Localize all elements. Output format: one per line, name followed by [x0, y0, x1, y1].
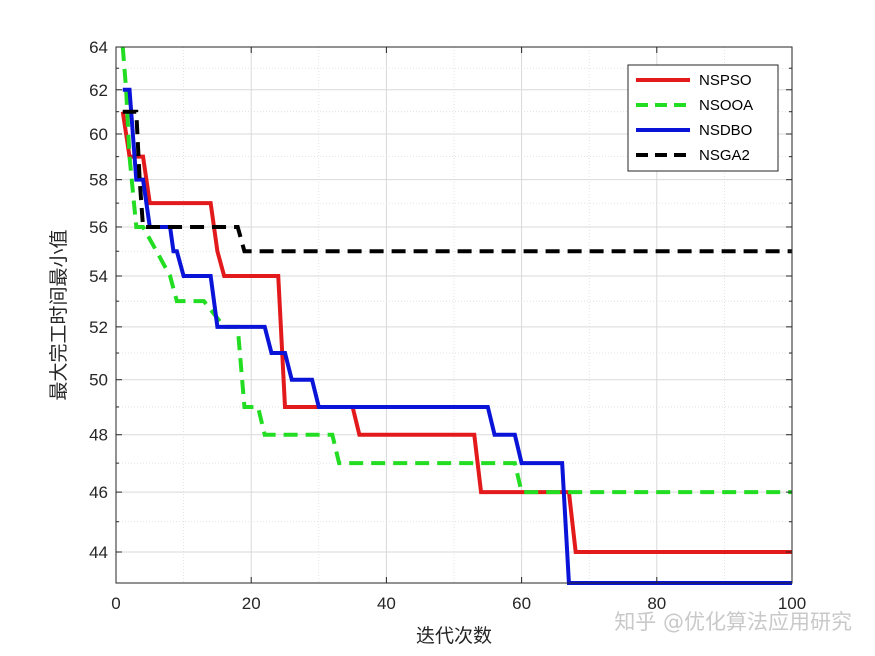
legend-label-nsdbo: NSDBO [699, 122, 752, 139]
y-tick-label: 50 [89, 371, 108, 390]
legend-label-nspso: NSPSO [699, 72, 752, 89]
legend-box [627, 64, 779, 172]
legend-label-nsooa: NSOOA [699, 97, 753, 114]
y-tick-label: 54 [89, 267, 108, 286]
x-tick-label: 0 [111, 594, 120, 613]
tick-marks [115, 46, 793, 584]
legend: NSPSO NSOOA NSDBO NSGA2 [627, 64, 779, 172]
y-tick-label: 52 [89, 318, 108, 337]
y-tick-label: 60 [89, 125, 108, 144]
x-axis-label: 迭代次数 [416, 625, 492, 647]
y-tick-label: 62 [89, 81, 108, 100]
series-line-nsooa [120, 46, 792, 495]
y-tick-label: 44 [89, 543, 108, 562]
legend-label-nsga2: NSGA2 [699, 147, 750, 164]
x-tick-label: 20 [242, 594, 261, 613]
x-tick-label: 40 [377, 594, 396, 613]
y-tick-label: 56 [89, 218, 108, 237]
watermark: 知乎 @优化算法应用研究 [614, 610, 852, 634]
series-line-nspso [120, 111, 792, 555]
y-tick-label: 46 [89, 483, 108, 502]
tick-labels: 0 20 40 60 80 100 44 46 48 50 52 54 56 58 60 62 64 [89, 38, 806, 613]
y-tick-label: 48 [89, 426, 108, 445]
x-tick-label: 60 [512, 594, 531, 613]
x-tick-label: 100 [778, 594, 806, 613]
axes-box [115, 46, 793, 584]
x-tick-label: 80 [647, 594, 666, 613]
series-line-nsdbo [122, 87, 792, 585]
series-line-nsga2 [122, 109, 792, 254]
series-lines [120, 46, 792, 585]
y-tick-label: 64 [89, 38, 108, 57]
y-tick-label: 58 [89, 171, 108, 190]
y-axis-label: 最大完工时间最小值 [48, 229, 70, 400]
